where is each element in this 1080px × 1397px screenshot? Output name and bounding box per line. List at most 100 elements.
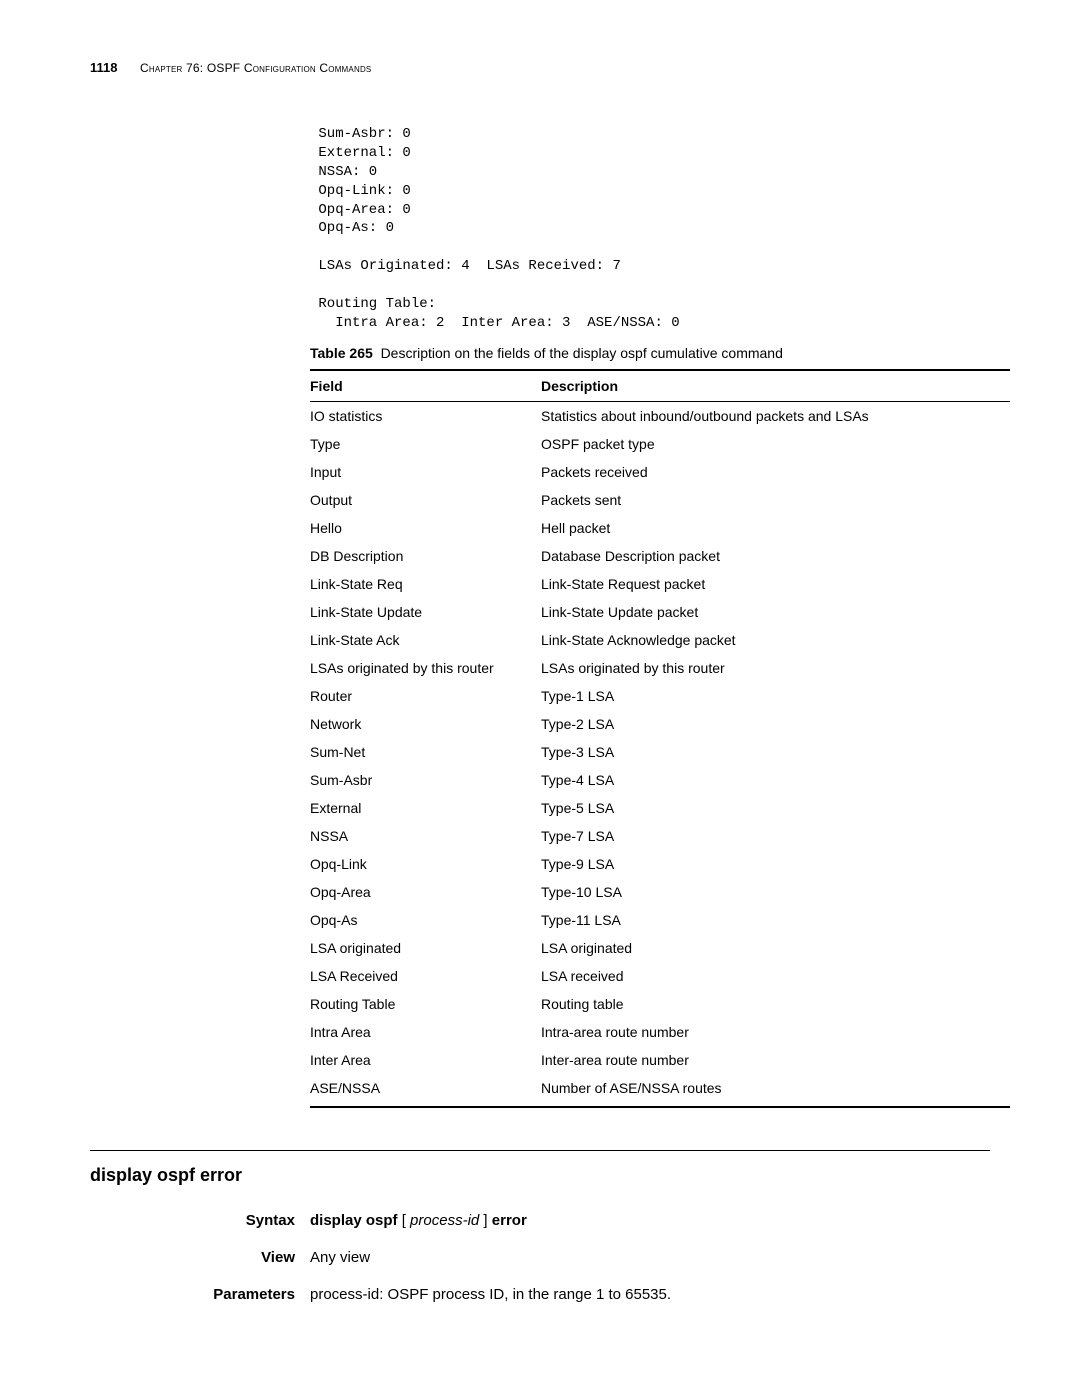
table-cell-field: ASE/NSSA <box>310 1074 541 1107</box>
table-cell-field: External <box>310 794 541 822</box>
parameters-body: process-id: OSPF process ID, in the rang… <box>310 1286 990 1303</box>
table-cell-description: Type-9 LSA <box>541 850 1010 878</box>
table-cell-description: Link-State Request packet <box>541 570 1010 598</box>
table-cell-field: Inter Area <box>310 1046 541 1074</box>
table-cell-description: Link-State Update packet <box>541 598 1010 626</box>
table-body: IO statisticsStatistics about inbound/ou… <box>310 401 1010 1107</box>
syntax-row: Syntax display ospf [ process-id ] error <box>90 1212 990 1229</box>
command-output-block: Sum-Asbr: 0 External: 0 NSSA: 0 Opq-Link… <box>310 125 990 333</box>
table-cell-field: Opq-Link <box>310 850 541 878</box>
table-cell-field: Network <box>310 710 541 738</box>
table-col-description: Description <box>541 370 1010 402</box>
table-row: Link-State UpdateLink-State Update packe… <box>310 598 1010 626</box>
parameters-row: Parameters process-id: OSPF process ID, … <box>90 1286 990 1303</box>
section-divider <box>90 1150 990 1151</box>
page-header: 1118 Chapter 76: OSPF Configuration Comm… <box>90 60 990 75</box>
table-cell-description: Type-1 LSA <box>541 682 1010 710</box>
table-cell-field: Intra Area <box>310 1018 541 1046</box>
table-row: ExternalType-5 LSA <box>310 794 1010 822</box>
table-cell-description: Statistics about inbound/outbound packet… <box>541 401 1010 430</box>
parameters-label: Parameters <box>90 1286 310 1303</box>
table-cell-description: Type-3 LSA <box>541 738 1010 766</box>
table-row: DB DescriptionDatabase Description packe… <box>310 542 1010 570</box>
view-row: View Any view <box>90 1249 990 1266</box>
table-cell-field: LSAs originated by this router <box>310 654 541 682</box>
table-row: ASE/NSSANumber of ASE/NSSA routes <box>310 1074 1010 1107</box>
page-container: 1118 Chapter 76: OSPF Configuration Comm… <box>0 0 1080 1383</box>
syntax-part-ital: process-id <box>410 1212 479 1229</box>
table-row: LSAs originated by this routerLSAs origi… <box>310 654 1010 682</box>
table-cell-field: DB Description <box>310 542 541 570</box>
table-row: InputPackets received <box>310 458 1010 486</box>
syntax-body: display ospf [ process-id ] error <box>310 1212 990 1229</box>
syntax-part-bold-1: display ospf <box>310 1212 398 1229</box>
table-row: TypeOSPF packet type <box>310 430 1010 458</box>
table-cell-description: OSPF packet type <box>541 430 1010 458</box>
table-row: Sum-NetType-3 LSA <box>310 738 1010 766</box>
table-cell-field: NSSA <box>310 822 541 850</box>
table-cell-description: Link-State Acknowledge packet <box>541 626 1010 654</box>
view-label: View <box>90 1249 310 1266</box>
syntax-part-plain-2: ] <box>479 1212 492 1229</box>
table-cell-field: LSA Received <box>310 962 541 990</box>
table-row: Inter AreaInter-area route number <box>310 1046 1010 1074</box>
section-title: display ospf error <box>90 1165 990 1186</box>
table-row: HelloHell packet <box>310 514 1010 542</box>
table-cell-description: Type-7 LSA <box>541 822 1010 850</box>
table-row: Sum-AsbrType-4 LSA <box>310 766 1010 794</box>
table-cell-field: Link-State Update <box>310 598 541 626</box>
table-cell-description: Packets received <box>541 458 1010 486</box>
description-table: Field Description IO statisticsStatistic… <box>310 369 1010 1108</box>
table-cell-description: Type-4 LSA <box>541 766 1010 794</box>
table-cell-description: Packets sent <box>541 486 1010 514</box>
table-cell-field: Sum-Asbr <box>310 766 541 794</box>
table-cell-description: Number of ASE/NSSA routes <box>541 1074 1010 1107</box>
table-cell-description: Type-5 LSA <box>541 794 1010 822</box>
table-caption-label: Table 265 <box>310 345 373 361</box>
table-cell-description: Type-11 LSA <box>541 906 1010 934</box>
syntax-part-bold-2: error <box>492 1212 527 1229</box>
table-row: Routing TableRouting table <box>310 990 1010 1018</box>
table-cell-description: LSA received <box>541 962 1010 990</box>
table-cell-description: Hell packet <box>541 514 1010 542</box>
table-row: Intra AreaIntra-area route number <box>310 1018 1010 1046</box>
table-row: RouterType-1 LSA <box>310 682 1010 710</box>
table-cell-field: Opq-Area <box>310 878 541 906</box>
table-cell-field: Hello <box>310 514 541 542</box>
chapter-title: Chapter 76: OSPF Configuration Commands <box>140 61 371 75</box>
syntax-label: Syntax <box>90 1212 310 1229</box>
page-number: 1118 <box>90 60 140 75</box>
table-caption-text: Description on the fields of the display… <box>381 345 783 361</box>
table-cell-description: LSAs originated by this router <box>541 654 1010 682</box>
table-cell-field: Sum-Net <box>310 738 541 766</box>
table-cell-description: Type-10 LSA <box>541 878 1010 906</box>
table-cell-field: LSA originated <box>310 934 541 962</box>
table-cell-description: LSA originated <box>541 934 1010 962</box>
table-cell-field: Router <box>310 682 541 710</box>
table-cell-field: Opq-As <box>310 906 541 934</box>
table-row: Opq-AreaType-10 LSA <box>310 878 1010 906</box>
table-cell-field: Link-State Ack <box>310 626 541 654</box>
parameters-rest: : OSPF process ID, in the range 1 to 655… <box>379 1286 671 1303</box>
table-row: NSSAType-7 LSA <box>310 822 1010 850</box>
table-row: Opq-AsType-11 LSA <box>310 906 1010 934</box>
view-body: Any view <box>310 1249 990 1266</box>
table-cell-description: Database Description packet <box>541 542 1010 570</box>
table-cell-field: Input <box>310 458 541 486</box>
table-col-field: Field <box>310 370 541 402</box>
table-cell-field: Type <box>310 430 541 458</box>
table-caption: Table 265 Description on the fields of t… <box>310 345 990 361</box>
table-cell-description: Inter-area route number <box>541 1046 1010 1074</box>
table-row: OutputPackets sent <box>310 486 1010 514</box>
table-cell-field: Link-State Req <box>310 570 541 598</box>
table-cell-description: Type-2 LSA <box>541 710 1010 738</box>
table-row: NetworkType-2 LSA <box>310 710 1010 738</box>
table-header-row: Field Description <box>310 370 1010 402</box>
table-cell-field: Output <box>310 486 541 514</box>
table-cell-description: Routing table <box>541 990 1010 1018</box>
table-cell-field: IO statistics <box>310 401 541 430</box>
table-row: Link-State AckLink-State Acknowledge pac… <box>310 626 1010 654</box>
table-cell-description: Intra-area route number <box>541 1018 1010 1046</box>
table-row: IO statisticsStatistics about inbound/ou… <box>310 401 1010 430</box>
table-row: Opq-LinkType-9 LSA <box>310 850 1010 878</box>
